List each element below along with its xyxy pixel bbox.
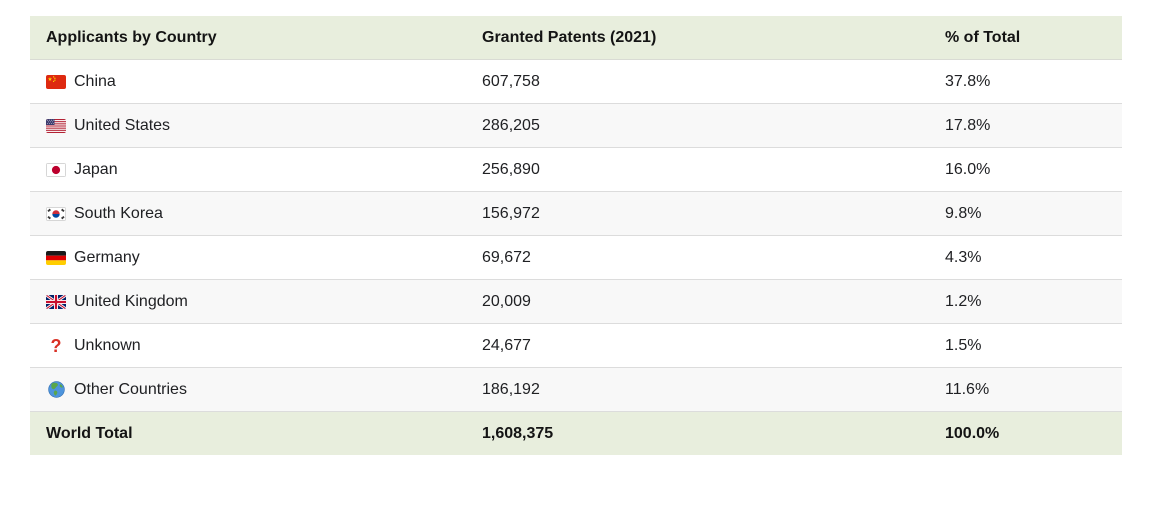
germany-flag-icon	[46, 250, 66, 265]
table-row-germany: Germany 69,672 4.3%	[30, 235, 1122, 280]
table-row-world-total: World Total 1,608,375 100.0%	[30, 411, 1122, 455]
country-label: Germany	[74, 248, 140, 266]
patents-value: 20,009	[482, 292, 531, 310]
table-row-china: China 607,758 37.8%	[30, 59, 1122, 104]
patents-value: 69,672	[482, 248, 531, 266]
pct-value: 16.0%	[945, 160, 991, 178]
question-mark-icon: ?	[50, 335, 62, 356]
column-header-patents: Granted Patents (2021)	[466, 16, 929, 60]
country-label: Japan	[74, 160, 118, 178]
globe-icon	[46, 381, 66, 398]
patents-value: 156,972	[482, 204, 540, 222]
table-row-unknown: ? Unknown 24,677 1.5%	[30, 323, 1122, 368]
table-row-other-countries: Other Countries 186,192 11.6%	[30, 367, 1122, 412]
country-label: Unknown	[74, 336, 141, 354]
column-header-country: Applicants by Country	[30, 16, 466, 60]
pct-value: 4.3%	[945, 248, 982, 266]
japan-flag-icon	[46, 162, 66, 177]
country-label: China	[74, 72, 116, 90]
country-label: Other Countries	[74, 380, 187, 398]
us-flag-icon	[46, 118, 66, 133]
patents-value: 24,677	[482, 336, 531, 354]
country-label: United States	[74, 116, 171, 134]
country-cell: United Kingdom	[46, 293, 450, 311]
total-label: World Total	[46, 424, 133, 442]
table-row-south-korea: South Korea 156,972 9.8%	[30, 191, 1122, 236]
patents-value: 607,758	[482, 72, 540, 90]
country-cell: Japan	[46, 161, 450, 179]
patents-by-country-table: Applicants by Country Granted Patents (2…	[30, 16, 1122, 455]
country-cell: Germany	[46, 249, 450, 267]
total-patents-value: 1,608,375	[482, 424, 554, 442]
patents-table-container: Applicants by Country Granted Patents (2…	[30, 16, 1122, 455]
patents-value: 256,890	[482, 160, 540, 178]
pct-value: 9.8%	[945, 204, 982, 222]
country-cell: China	[46, 73, 450, 91]
patents-value: 286,205	[482, 116, 540, 134]
pct-value: 11.6%	[945, 380, 990, 398]
country-label: South Korea	[74, 204, 163, 222]
pct-value: 17.8%	[945, 116, 991, 134]
country-cell: ? Unknown	[46, 337, 450, 355]
pct-value: 37.8%	[945, 72, 991, 90]
country-label: United Kingdom	[74, 292, 188, 310]
patents-value: 186,192	[482, 380, 540, 398]
country-cell: South Korea	[46, 205, 450, 223]
south-korea-flag-icon	[46, 206, 66, 221]
pct-value: 1.5%	[945, 336, 982, 354]
table-row-united-kingdom: United Kingdom 20,009 1.2%	[30, 279, 1122, 324]
pct-value: 1.2%	[945, 292, 982, 310]
column-header-pct: % of Total	[929, 16, 1122, 60]
header-row: Applicants by Country Granted Patents (2…	[30, 16, 1122, 60]
uk-flag-icon	[46, 294, 66, 309]
country-cell: Other Countries	[46, 381, 450, 399]
country-cell: United States	[46, 117, 450, 135]
table-row-united-states: United States 286,205 17.8%	[30, 103, 1122, 148]
total-pct-value: 100.0%	[945, 424, 1000, 442]
china-flag-icon	[46, 74, 66, 89]
table-row-japan: Japan 256,890 16.0%	[30, 147, 1122, 192]
